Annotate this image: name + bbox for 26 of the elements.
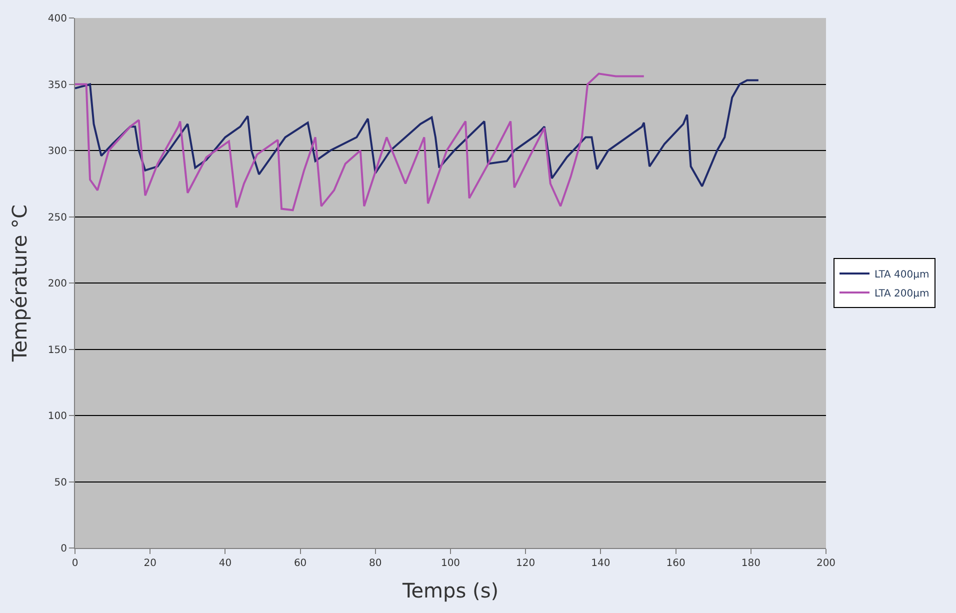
x-tick-label: 140 bbox=[591, 558, 610, 569]
y-tick-label: 350 bbox=[48, 80, 67, 91]
x-tick-label: 80 bbox=[369, 558, 382, 569]
x-tick-label: 120 bbox=[516, 558, 536, 569]
x-tick-label: 180 bbox=[741, 558, 760, 569]
y-axis-title: Température °C bbox=[7, 204, 32, 363]
line-series bbox=[75, 72, 645, 212]
x-tick-label: 40 bbox=[218, 558, 232, 569]
x-tick-label: 20 bbox=[144, 558, 156, 569]
y-tick-label: 50 bbox=[54, 477, 67, 488]
y-tick-label: 250 bbox=[48, 212, 67, 224]
line-series bbox=[75, 79, 760, 188]
x-tick-label: 60 bbox=[294, 558, 307, 569]
y-tick-label: 200 bbox=[48, 278, 67, 290]
y-tick-label: 400 bbox=[48, 14, 67, 24]
y-tick-label: 300 bbox=[48, 146, 67, 157]
x-axis-title: Temps (s) bbox=[401, 578, 499, 602]
legend-label: LTA 200µm bbox=[874, 288, 930, 300]
x-tick-label: 160 bbox=[666, 558, 686, 569]
x-tick-label: 0 bbox=[72, 558, 78, 569]
x-tick-label: 100 bbox=[440, 558, 460, 569]
y-tick-label: 0 bbox=[60, 544, 67, 554]
x-tick-label: 200 bbox=[816, 558, 836, 569]
y-tick-label: 100 bbox=[48, 411, 67, 422]
y-tick-label: 150 bbox=[48, 344, 67, 356]
legend-label: LTA 400µm bbox=[874, 269, 930, 280]
